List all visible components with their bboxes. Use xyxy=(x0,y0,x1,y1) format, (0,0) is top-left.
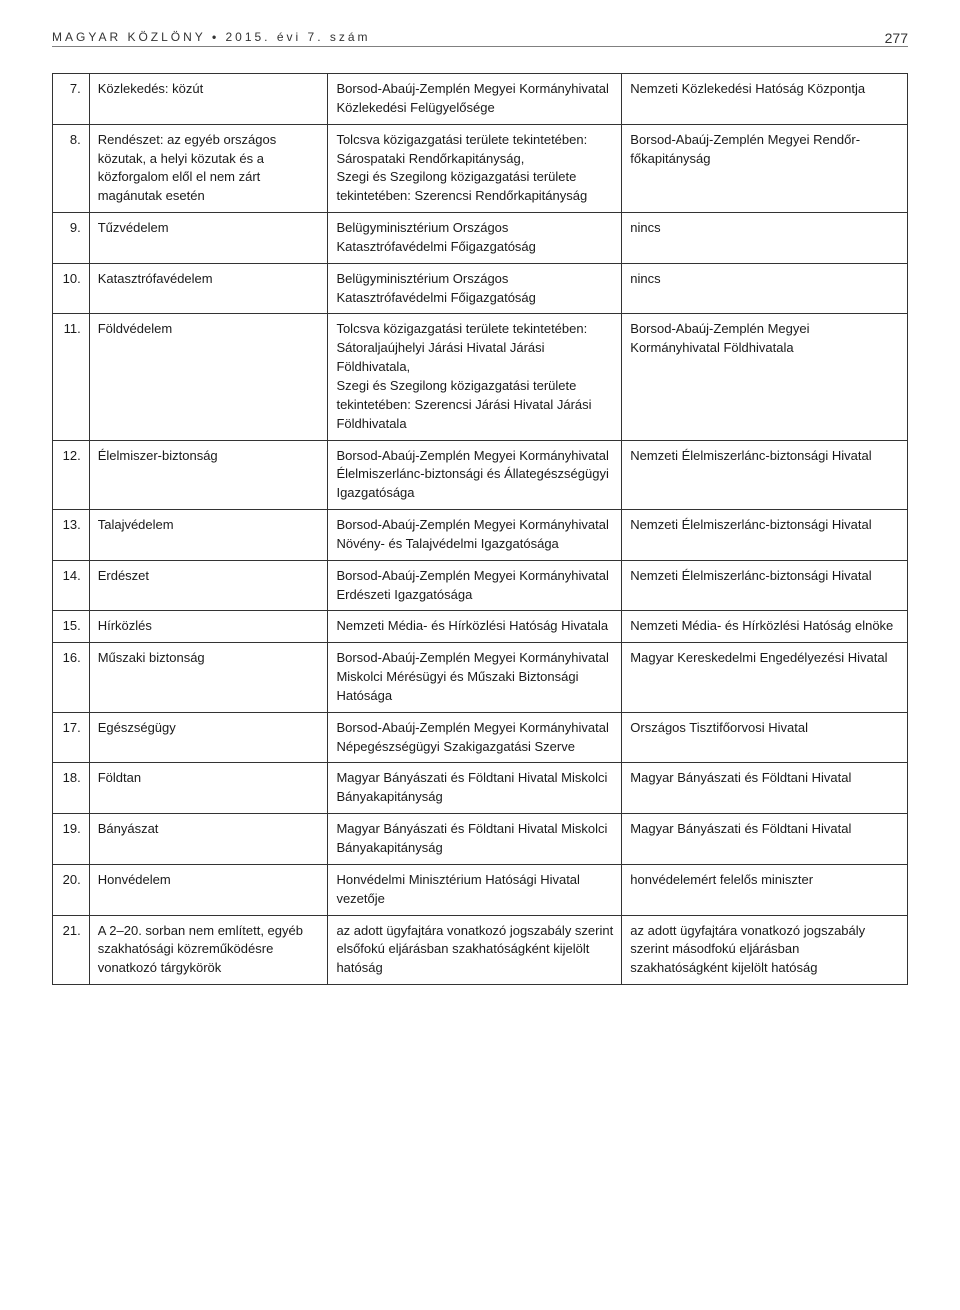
separator: • xyxy=(212,30,219,44)
row-number: 9. xyxy=(53,213,90,264)
row-subject: Rendészet: az egyéb országos közutak, a … xyxy=(89,124,328,212)
row-second-instance: Nemzeti Élelmiszerlánc-biztonsági Hivata… xyxy=(622,560,908,611)
row-second-instance: Magyar Kereskedelmi Engedélyezési Hivata… xyxy=(622,643,908,713)
row-number: 20. xyxy=(53,864,90,915)
row-first-instance: Borsod-Abaúj-Zemplén Megyei Kormányhivat… xyxy=(328,440,622,510)
row-first-instance: Borsod-Abaúj-Zemplén Megyei Kormányhivat… xyxy=(328,560,622,611)
row-subject: Műszaki biztonság xyxy=(89,643,328,713)
table-row: 14.ErdészetBorsod-Abaúj-Zemplén Megyei K… xyxy=(53,560,908,611)
row-second-instance: nincs xyxy=(622,213,908,264)
row-second-instance: az adott ügyfajtára vonatkozó jogszabály… xyxy=(622,915,908,985)
regulation-table: 7.Közlekedés: közútBorsod-Abaúj-Zemplén … xyxy=(52,73,908,985)
row-second-instance: nincs xyxy=(622,263,908,314)
row-first-instance: Tolcsva közigazgatási területe tekinteté… xyxy=(328,124,622,212)
table-row: 17.EgészségügyBorsod-Abaúj-Zemplén Megye… xyxy=(53,712,908,763)
row-subject: Közlekedés: közút xyxy=(89,74,328,125)
table-row: 13.TalajvédelemBorsod-Abaúj-Zemplén Megy… xyxy=(53,510,908,561)
row-second-instance: Borsod-Abaúj-Zemplén Megyei Kormányhivat… xyxy=(622,314,908,440)
page-header: 277 MAGYAR KÖZLÖNY • 2015. évi 7. szám xyxy=(52,30,908,44)
table-row: 11.FöldvédelemTolcsva közigazgatási terü… xyxy=(53,314,908,440)
row-number: 19. xyxy=(53,814,90,865)
row-subject: Talajvédelem xyxy=(89,510,328,561)
row-first-instance: Tolcsva közigazgatási területe tekinteté… xyxy=(328,314,622,440)
page-number: 277 xyxy=(885,30,908,46)
row-first-instance: Borsod-Abaúj-Zemplén Megyei Kormányhivat… xyxy=(328,74,622,125)
row-number: 14. xyxy=(53,560,90,611)
row-first-instance: Belügyminisztérium Országos Katasztrófav… xyxy=(328,213,622,264)
row-number: 16. xyxy=(53,643,90,713)
row-first-instance: Borsod-Abaúj-Zemplén Megyei Kormányhivat… xyxy=(328,643,622,713)
row-subject: Tűzvédelem xyxy=(89,213,328,264)
row-number: 10. xyxy=(53,263,90,314)
row-second-instance: Nemzeti Közlekedési Hatóság Központja xyxy=(622,74,908,125)
table-row: 8.Rendészet: az egyéb országos közutak, … xyxy=(53,124,908,212)
row-subject: Bányászat xyxy=(89,814,328,865)
row-first-instance: Belügyminisztérium Országos Katasztrófav… xyxy=(328,263,622,314)
row-subject: Egészségügy xyxy=(89,712,328,763)
row-subject: A 2–20. sorban nem említett, egyéb szakh… xyxy=(89,915,328,985)
row-second-instance: honvédelemért felelős miniszter xyxy=(622,864,908,915)
table-row: 21.A 2–20. sorban nem említett, egyéb sz… xyxy=(53,915,908,985)
row-second-instance: Magyar Bányászati és Földtani Hivatal xyxy=(622,814,908,865)
header-rule xyxy=(52,46,908,47)
row-first-instance: Magyar Bányászati és Földtani Hivatal Mi… xyxy=(328,814,622,865)
table-row: 10.KatasztrófavédelemBelügyminisztérium … xyxy=(53,263,908,314)
table-row: 12.Élelmiszer-biztonságBorsod-Abaúj-Zemp… xyxy=(53,440,908,510)
table-row: 19.BányászatMagyar Bányászati és Földtan… xyxy=(53,814,908,865)
row-second-instance: Nemzeti Élelmiszerlánc-biztonsági Hivata… xyxy=(622,440,908,510)
table-row: 20.HonvédelemHonvédelmi Minisztérium Hat… xyxy=(53,864,908,915)
table-row: 15.HírközlésNemzeti Média- és Hírközlési… xyxy=(53,611,908,643)
row-second-instance: Nemzeti Élelmiszerlánc-biztonsági Hivata… xyxy=(622,510,908,561)
row-first-instance: Nemzeti Média- és Hírközlési Hatóság Hiv… xyxy=(328,611,622,643)
row-number: 15. xyxy=(53,611,90,643)
row-second-instance: Országos Tisztifőorvosi Hivatal xyxy=(622,712,908,763)
row-number: 8. xyxy=(53,124,90,212)
row-first-instance: Magyar Bányászati és Földtani Hivatal Mi… xyxy=(328,763,622,814)
table-row: 9.TűzvédelemBelügyminisztérium Országos … xyxy=(53,213,908,264)
row-subject: Földvédelem xyxy=(89,314,328,440)
row-first-instance: Borsod-Abaúj-Zemplén Megyei Kormányhivat… xyxy=(328,712,622,763)
journal-title: MAGYAR KÖZLÖNY xyxy=(52,30,206,44)
issue: 2015. évi 7. szám xyxy=(225,30,370,44)
row-number: 21. xyxy=(53,915,90,985)
row-second-instance: Borsod-Abaúj-Zemplén Megyei Rendőr-főkap… xyxy=(622,124,908,212)
row-number: 11. xyxy=(53,314,90,440)
row-first-instance: az adott ügyfajtára vonatkozó jogszabály… xyxy=(328,915,622,985)
row-number: 12. xyxy=(53,440,90,510)
row-second-instance: Nemzeti Média- és Hírközlési Hatóság eln… xyxy=(622,611,908,643)
row-first-instance: Borsod-Abaúj-Zemplén Megyei Kormányhivat… xyxy=(328,510,622,561)
row-number: 13. xyxy=(53,510,90,561)
table-row: 16.Műszaki biztonságBorsod-Abaúj-Zemplén… xyxy=(53,643,908,713)
table-row: 18.FöldtanMagyar Bányászati és Földtani … xyxy=(53,763,908,814)
row-subject: Élelmiszer-biztonság xyxy=(89,440,328,510)
row-number: 17. xyxy=(53,712,90,763)
row-subject: Katasztrófavédelem xyxy=(89,263,328,314)
row-subject: Honvédelem xyxy=(89,864,328,915)
row-second-instance: Magyar Bányászati és Földtani Hivatal xyxy=(622,763,908,814)
row-number: 18. xyxy=(53,763,90,814)
table-row: 7.Közlekedés: közútBorsod-Abaúj-Zemplén … xyxy=(53,74,908,125)
row-first-instance: Honvédelmi Minisztérium Hatósági Hivatal… xyxy=(328,864,622,915)
row-subject: Hírközlés xyxy=(89,611,328,643)
row-number: 7. xyxy=(53,74,90,125)
row-subject: Földtan xyxy=(89,763,328,814)
row-subject: Erdészet xyxy=(89,560,328,611)
